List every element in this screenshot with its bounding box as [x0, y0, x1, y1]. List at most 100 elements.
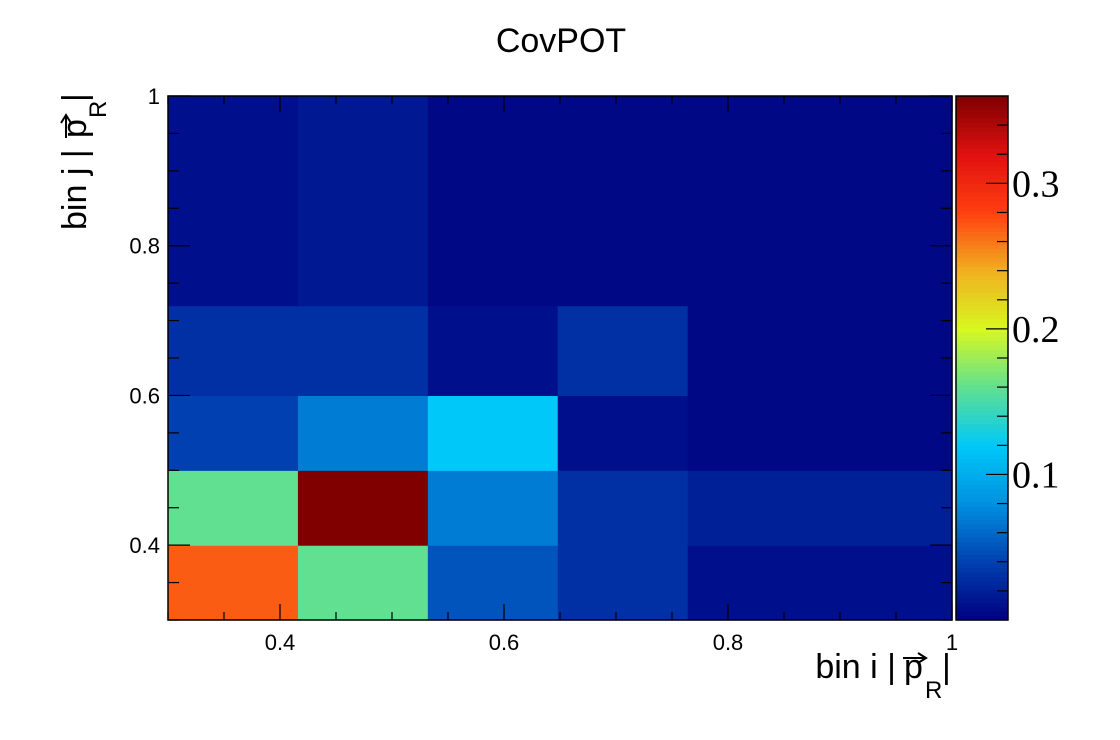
colorbar-segment [956, 502, 1008, 508]
colorbar-segment [956, 327, 1008, 333]
colorbar-segment [956, 510, 1008, 516]
heatmap-cell [687, 470, 821, 546]
colorbar-segment [956, 174, 1008, 180]
colorbar-segment [956, 427, 1008, 433]
colorbar-segment [956, 545, 1008, 551]
colorbar-segment [956, 187, 1008, 193]
x-tick-label: 1 [946, 630, 958, 655]
colorbar-segment [956, 165, 1008, 171]
heatmap-cell [819, 545, 953, 621]
colorbar-segment [956, 349, 1008, 355]
colorbar-segment [956, 340, 1008, 346]
colorbar-segment [956, 611, 1008, 617]
colorbar-segment [956, 558, 1008, 564]
heatmap-cell [687, 96, 821, 217]
colorbar-segment [956, 261, 1008, 267]
colorbar-segment [956, 104, 1008, 110]
y-axis-label-subscript: R [85, 101, 112, 118]
colorbar-segment [956, 423, 1008, 429]
colorbar-segment [956, 462, 1008, 468]
heatmap-cell [687, 305, 821, 397]
colorbar-segment [956, 100, 1008, 106]
colorbar-segment [956, 410, 1008, 416]
heatmap-cell [297, 470, 429, 546]
heatmap-cell [168, 395, 299, 471]
heatmap-cell [427, 395, 559, 471]
colorbar-segment [956, 296, 1008, 302]
x-axis-label-suffix: | [942, 648, 951, 686]
y-tick-label: 0.6 [129, 383, 160, 408]
colorbar-segment [956, 336, 1008, 342]
colorbar-segment [956, 205, 1008, 211]
y-tick-label: 0.8 [129, 234, 160, 259]
colorbar-segment [956, 314, 1008, 320]
title-box [470, 10, 652, 60]
chart-title: CovPOT [496, 22, 626, 60]
colorbar-segment [956, 379, 1008, 385]
heatmap-cell [819, 96, 953, 217]
x-axis-label-vector-arrow [903, 652, 928, 664]
colorbar-segment [956, 170, 1008, 176]
colorbar-segment [956, 371, 1008, 377]
colorbar-segment [956, 253, 1008, 259]
colorbar-segment [956, 196, 1008, 202]
colorbar-segment [956, 144, 1008, 149]
colorbar-segment [956, 528, 1008, 534]
heatmap-cell [819, 215, 953, 307]
colorbar: 0.1 0.2 0.3 [955, 95, 1060, 621]
colorbar-segment [956, 244, 1008, 250]
y-axis-label: bin j | p R | [56, 93, 112, 230]
colorbar-segment [956, 235, 1008, 241]
colorbar-segment [956, 602, 1008, 608]
heatmap-cell [557, 545, 689, 621]
colorbar-tick-label: 0.3 [1012, 163, 1060, 205]
colorbar-segment [956, 275, 1008, 280]
colorbar-segment [956, 493, 1008, 499]
colorbar-segment [956, 550, 1008, 556]
heatmap-cell [687, 215, 821, 307]
heatmap-cell [819, 395, 953, 471]
heatmap-cell [557, 305, 689, 397]
colorbar-segment [956, 323, 1008, 329]
colorbar-segment [956, 152, 1008, 158]
colorbar-segment [956, 135, 1008, 141]
colorbar-segment [956, 148, 1008, 154]
colorbar-segment [956, 209, 1008, 215]
colorbar-segment [956, 292, 1008, 298]
colorbar-segment [956, 480, 1008, 486]
heatmap-cell [297, 545, 429, 621]
heatmap-cell [297, 305, 429, 397]
colorbar-segment [956, 222, 1008, 228]
y-tick-label: 0.4 [129, 533, 160, 558]
colorbar-segment [956, 227, 1008, 232]
colorbar-segment [956, 240, 1008, 246]
colorbar-segment [956, 130, 1008, 136]
colorbar-segment [956, 397, 1008, 403]
x-tick-label: 0.6 [489, 630, 520, 655]
colorbar-segment [956, 375, 1008, 381]
heatmap-cell [427, 96, 559, 217]
colorbar-segment [956, 318, 1008, 324]
colorbar-segment [956, 436, 1008, 442]
colorbar-segment [956, 554, 1008, 560]
colorbar-segment [956, 467, 1008, 473]
heatmap-cell [427, 470, 559, 546]
colorbar-segment [956, 270, 1008, 276]
colorbar-segment [956, 122, 1008, 128]
heatmap-cells [168, 96, 953, 621]
heatmap-cell [819, 470, 953, 546]
heatmap-cell [297, 395, 429, 471]
colorbar-tick-label: 0.2 [1012, 309, 1060, 351]
colorbar-segment [956, 344, 1008, 350]
y-tick-label: 1 [148, 84, 160, 109]
colorbar-segment [956, 571, 1008, 577]
colorbar-segment [956, 301, 1008, 307]
colorbar-segment [956, 471, 1008, 477]
x-tick-label: 0.4 [265, 630, 296, 655]
colorbar-segment [956, 139, 1008, 145]
colorbar-segment [956, 497, 1008, 503]
colorbar-segment [956, 109, 1008, 115]
colorbar-segment [956, 414, 1008, 420]
colorbar-segment [956, 353, 1008, 359]
